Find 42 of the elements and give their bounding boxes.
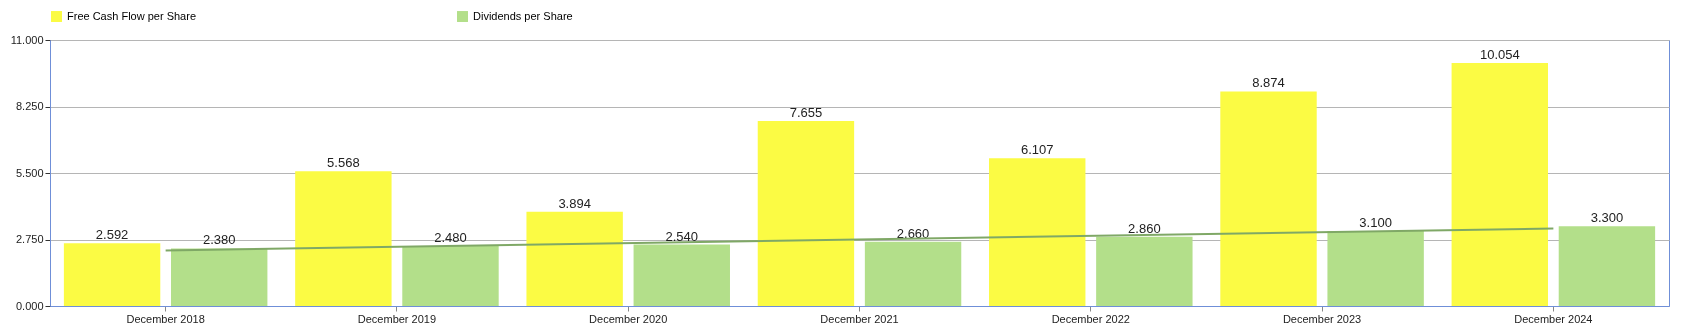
data-label: 2.592 xyxy=(95,227,129,243)
bar xyxy=(633,244,730,306)
bar xyxy=(295,171,392,306)
data-label: 3.100 xyxy=(1359,215,1392,231)
data-label: 2.660 xyxy=(896,225,930,241)
data-label: 6.107 xyxy=(1020,142,1054,158)
bar xyxy=(864,241,962,306)
y-tick-label: 5.500 xyxy=(15,166,44,179)
x-tick-label: December 2024 xyxy=(1514,312,1593,325)
bar xyxy=(1220,91,1317,306)
data-label: 3.300 xyxy=(1590,210,1624,226)
x-tick-label: December 2022 xyxy=(1051,312,1130,325)
x-tick-label: December 2019 xyxy=(357,312,437,325)
bar xyxy=(1096,236,1193,306)
bar xyxy=(171,248,268,306)
data-label: 2.860 xyxy=(1128,220,1161,236)
bar xyxy=(526,211,623,306)
bar xyxy=(1451,62,1548,306)
data-label: 2.480 xyxy=(434,230,467,246)
data-label: 10.054 xyxy=(1479,46,1520,62)
x-tick-label: December 2020 xyxy=(589,312,668,325)
data-label: 7.655 xyxy=(789,104,823,120)
x-tick-label: December 2023 xyxy=(1282,312,1362,325)
data-label: 2.540 xyxy=(665,228,699,244)
data-label: 3.894 xyxy=(558,195,591,211)
y-tick-label: 11.000 xyxy=(10,33,44,46)
legend-label: Free Cash Flow per Share xyxy=(67,9,196,22)
y-tick-label: 0.000 xyxy=(15,299,44,312)
bar xyxy=(1327,231,1424,306)
y-tick-label: 2.750 xyxy=(15,233,44,245)
legend-label: Dividends per Share xyxy=(473,9,573,22)
y-tick-label: 8.250 xyxy=(15,100,44,112)
bar xyxy=(402,246,499,306)
bar xyxy=(989,158,1086,306)
data-label: 5.568 xyxy=(327,155,360,171)
x-tick-label: December 2018 xyxy=(126,312,205,325)
bar xyxy=(1558,226,1656,306)
bar xyxy=(63,243,161,306)
bar xyxy=(757,120,855,306)
x-tick-label: December 2021 xyxy=(820,312,899,325)
data-label: 8.874 xyxy=(1252,75,1285,91)
data-label: 2.380 xyxy=(202,232,236,248)
